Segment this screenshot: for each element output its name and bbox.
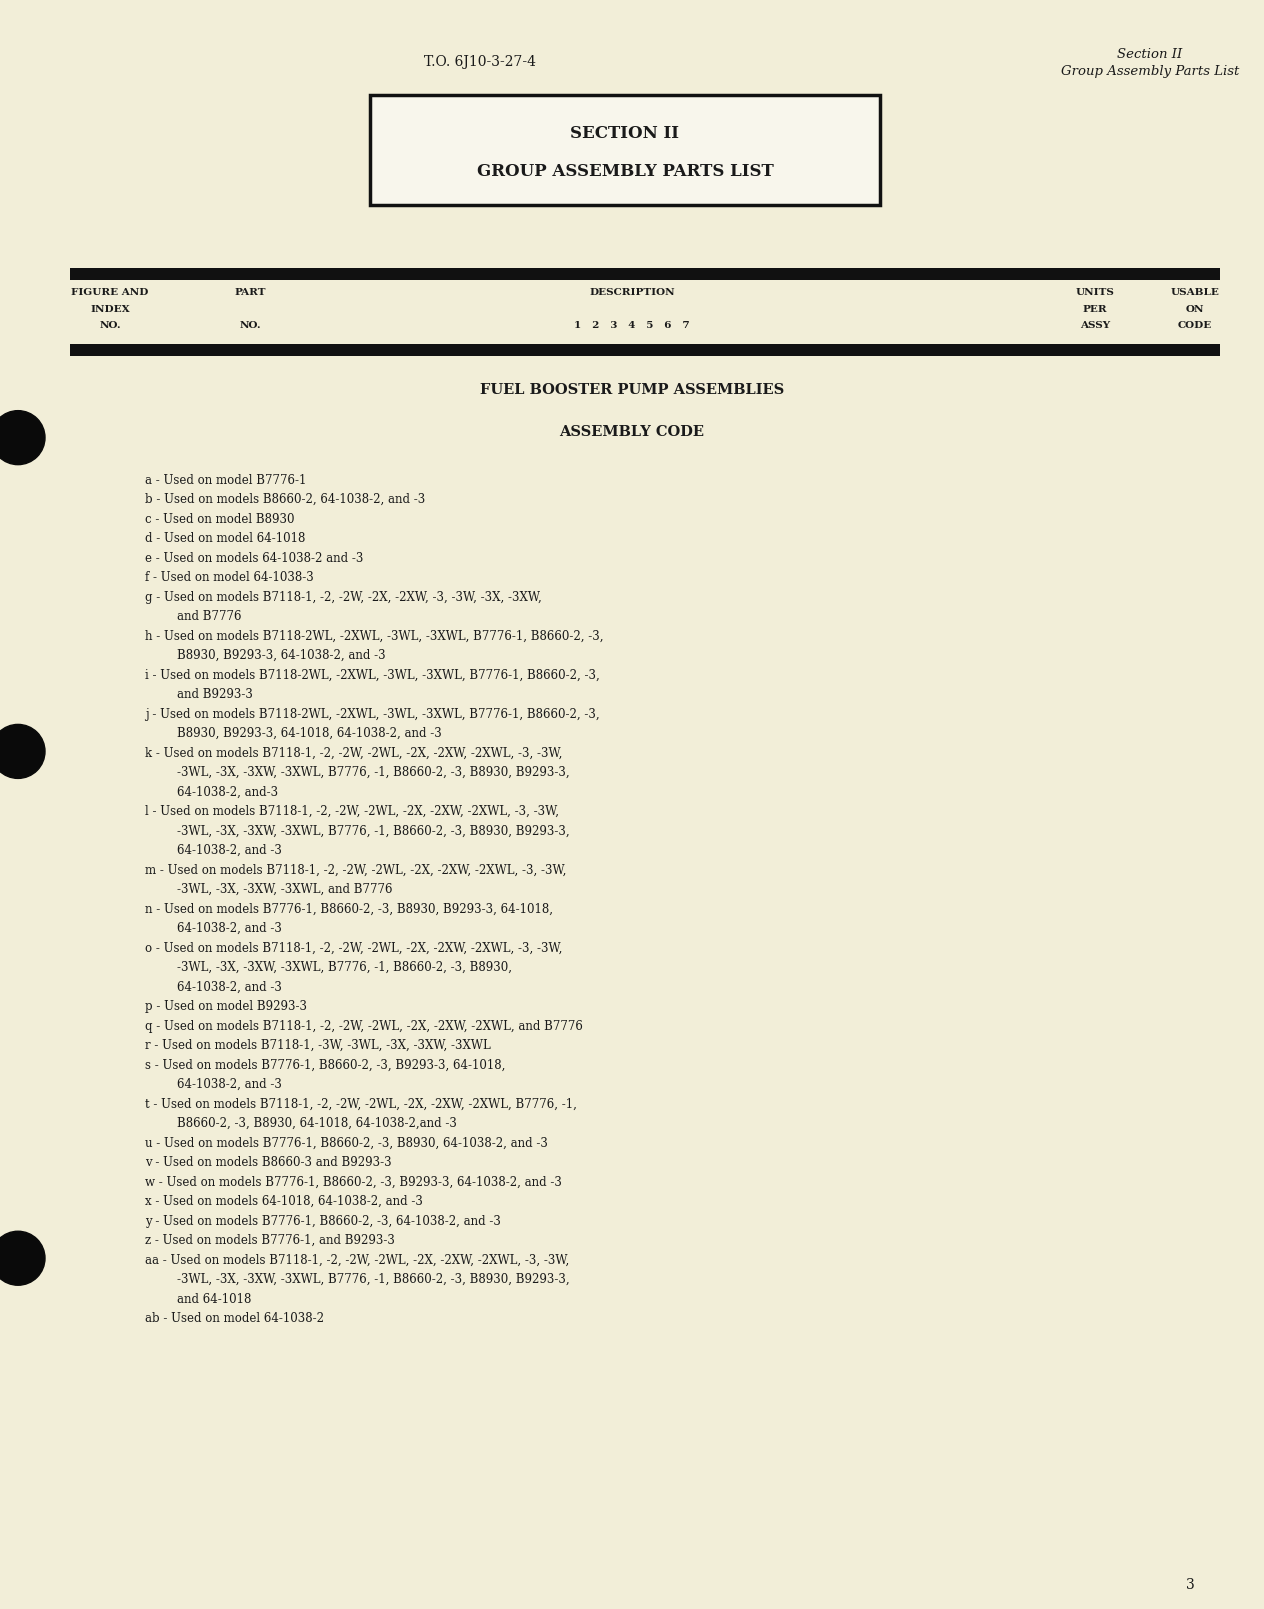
Text: i - Used on models B7118-2WL, -2XWL, -3WL, -3XWL, B7776-1, B8660-2, -3,: i - Used on models B7118-2WL, -2XWL, -3W…: [145, 668, 599, 682]
Text: d - Used on model 64-1018: d - Used on model 64-1018: [145, 533, 306, 545]
Text: -3WL, -3X, -3XW, -3XWL, B7776, -1, B8660-2, -3, B8930,: -3WL, -3X, -3XW, -3XWL, B7776, -1, B8660…: [177, 961, 512, 973]
Text: UNITS: UNITS: [1076, 288, 1115, 298]
Text: t - Used on models B7118-1, -2, -2W, -2WL, -2X, -2XW, -2XWL, B7776, -1,: t - Used on models B7118-1, -2, -2W, -2W…: [145, 1097, 576, 1110]
Text: 64-1038-2, and -3: 64-1038-2, and -3: [177, 980, 282, 993]
Text: v - Used on models B8660-3 and B9293-3: v - Used on models B8660-3 and B9293-3: [145, 1155, 392, 1170]
Text: m - Used on models B7118-1, -2, -2W, -2WL, -2X, -2XW, -2XWL, -3, -3W,: m - Used on models B7118-1, -2, -2W, -2W…: [145, 864, 566, 877]
Text: s - Used on models B7776-1, B8660-2, -3, B9293-3, 64-1018,: s - Used on models B7776-1, B8660-2, -3,…: [145, 1059, 506, 1072]
Text: q - Used on models B7118-1, -2, -2W, -2WL, -2X, -2XW, -2XWL, and B7776: q - Used on models B7118-1, -2, -2W, -2W…: [145, 1020, 583, 1033]
Text: FIGURE AND: FIGURE AND: [71, 288, 149, 298]
Text: h - Used on models B7118-2WL, -2XWL, -3WL, -3XWL, B7776-1, B8660-2, -3,: h - Used on models B7118-2WL, -2XWL, -3W…: [145, 629, 603, 642]
Text: l - Used on models B7118-1, -2, -2W, -2WL, -2X, -2XW, -2XWL, -3, -3W,: l - Used on models B7118-1, -2, -2W, -2W…: [145, 804, 559, 817]
Text: and B7776: and B7776: [177, 610, 241, 623]
Bar: [70, 269, 1220, 280]
Text: -3WL, -3X, -3XW, -3XWL, B7776, -1, B8660-2, -3, B8930, B9293-3,: -3WL, -3X, -3XW, -3XWL, B7776, -1, B8660…: [177, 766, 570, 779]
Text: CODE: CODE: [1178, 322, 1212, 330]
Text: p - Used on model B9293-3: p - Used on model B9293-3: [145, 1001, 307, 1014]
Text: -3WL, -3X, -3XW, -3XWL, and B7776: -3WL, -3X, -3XW, -3XWL, and B7776: [177, 883, 393, 896]
Circle shape: [0, 1231, 46, 1286]
Text: INDEX: INDEX: [90, 304, 130, 314]
Bar: [370, 95, 880, 204]
Text: B8660-2, -3, B8930, 64-1018, 64-1038-2,and -3: B8660-2, -3, B8930, 64-1018, 64-1038-2,a…: [177, 1117, 456, 1130]
Text: 64-1038-2, and -3: 64-1038-2, and -3: [177, 922, 282, 935]
Text: 64-1038-2, and-3: 64-1038-2, and-3: [177, 785, 278, 798]
Text: B8930, B9293-3, 64-1018, 64-1038-2, and -3: B8930, B9293-3, 64-1018, 64-1038-2, and …: [177, 727, 441, 740]
Text: PER: PER: [1083, 304, 1107, 314]
Text: c - Used on model B8930: c - Used on model B8930: [145, 513, 295, 526]
Text: and 64-1018: and 64-1018: [177, 1292, 252, 1305]
Text: x - Used on models 64-1018, 64-1038-2, and -3: x - Used on models 64-1018, 64-1038-2, a…: [145, 1195, 423, 1208]
Text: g - Used on models B7118-1, -2, -2W, -2X, -2XW, -3, -3W, -3X, -3XW,: g - Used on models B7118-1, -2, -2W, -2X…: [145, 591, 542, 603]
Text: 64-1038-2, and -3: 64-1038-2, and -3: [177, 845, 282, 858]
Text: DESCRIPTION: DESCRIPTION: [589, 288, 675, 298]
Text: f - Used on model 64-1038-3: f - Used on model 64-1038-3: [145, 571, 313, 584]
Text: Group Assembly Parts List: Group Assembly Parts List: [1060, 66, 1239, 79]
Text: and B9293-3: and B9293-3: [177, 689, 253, 702]
Text: r - Used on models B7118-1, -3W, -3WL, -3X, -3XW, -3XWL: r - Used on models B7118-1, -3W, -3WL, -…: [145, 1039, 490, 1052]
Text: 64-1038-2, and -3: 64-1038-2, and -3: [177, 1078, 282, 1091]
Text: USABLE: USABLE: [1170, 288, 1220, 298]
Text: FUEL BOOSTER PUMP ASSEMBLIES: FUEL BOOSTER PUMP ASSEMBLIES: [480, 383, 784, 397]
Text: ASSEMBLY CODE: ASSEMBLY CODE: [560, 425, 704, 439]
Text: GROUP ASSEMBLY PARTS LIST: GROUP ASSEMBLY PARTS LIST: [477, 164, 774, 180]
Text: 3: 3: [1186, 1578, 1194, 1591]
Text: 1   2   3   4   5   6   7: 1 2 3 4 5 6 7: [574, 322, 690, 330]
Text: SECTION II: SECTION II: [570, 124, 680, 142]
Text: u - Used on models B7776-1, B8660-2, -3, B8930, 64-1038-2, and -3: u - Used on models B7776-1, B8660-2, -3,…: [145, 1136, 547, 1149]
Text: y - Used on models B7776-1, B8660-2, -3, 64-1038-2, and -3: y - Used on models B7776-1, B8660-2, -3,…: [145, 1215, 501, 1228]
Text: -3WL, -3X, -3XW, -3XWL, B7776, -1, B8660-2, -3, B8930, B9293-3,: -3WL, -3X, -3XW, -3XWL, B7776, -1, B8660…: [177, 824, 570, 838]
Text: a - Used on model B7776-1: a - Used on model B7776-1: [145, 473, 306, 486]
Text: k - Used on models B7118-1, -2, -2W, -2WL, -2X, -2XW, -2XWL, -3, -3W,: k - Used on models B7118-1, -2, -2W, -2W…: [145, 747, 562, 759]
Circle shape: [0, 410, 46, 465]
Text: j - Used on models B7118-2WL, -2XWL, -3WL, -3XWL, B7776-1, B8660-2, -3,: j - Used on models B7118-2WL, -2XWL, -3W…: [145, 708, 599, 721]
Text: z - Used on models B7776-1, and B9293-3: z - Used on models B7776-1, and B9293-3: [145, 1234, 394, 1247]
Circle shape: [0, 724, 46, 779]
Text: ab - Used on model 64-1038-2: ab - Used on model 64-1038-2: [145, 1311, 324, 1324]
Text: ON: ON: [1186, 304, 1205, 314]
Text: aa - Used on models B7118-1, -2, -2W, -2WL, -2X, -2XW, -2XWL, -3, -3W,: aa - Used on models B7118-1, -2, -2W, -2…: [145, 1253, 569, 1266]
Text: n - Used on models B7776-1, B8660-2, -3, B8930, B9293-3, 64-1018,: n - Used on models B7776-1, B8660-2, -3,…: [145, 903, 554, 916]
Text: PART: PART: [234, 288, 265, 298]
Text: o - Used on models B7118-1, -2, -2W, -2WL, -2X, -2XW, -2XWL, -3, -3W,: o - Used on models B7118-1, -2, -2W, -2W…: [145, 941, 562, 954]
Text: NO.: NO.: [239, 322, 260, 330]
Text: NO.: NO.: [99, 322, 121, 330]
Text: w - Used on models B7776-1, B8660-2, -3, B9293-3, 64-1038-2, and -3: w - Used on models B7776-1, B8660-2, -3,…: [145, 1176, 562, 1189]
Text: B8930, B9293-3, 64-1038-2, and -3: B8930, B9293-3, 64-1038-2, and -3: [177, 648, 386, 661]
Text: T.O. 6J10-3-27-4: T.O. 6J10-3-27-4: [423, 55, 536, 69]
Text: ASSY: ASSY: [1079, 322, 1110, 330]
Text: -3WL, -3X, -3XW, -3XWL, B7776, -1, B8660-2, -3, B8930, B9293-3,: -3WL, -3X, -3XW, -3XWL, B7776, -1, B8660…: [177, 1273, 570, 1286]
Text: Section II: Section II: [1117, 48, 1183, 61]
Text: b - Used on models B8660-2, 64-1038-2, and -3: b - Used on models B8660-2, 64-1038-2, a…: [145, 492, 425, 505]
Bar: [70, 343, 1220, 356]
Text: e - Used on models 64-1038-2 and -3: e - Used on models 64-1038-2 and -3: [145, 552, 363, 565]
